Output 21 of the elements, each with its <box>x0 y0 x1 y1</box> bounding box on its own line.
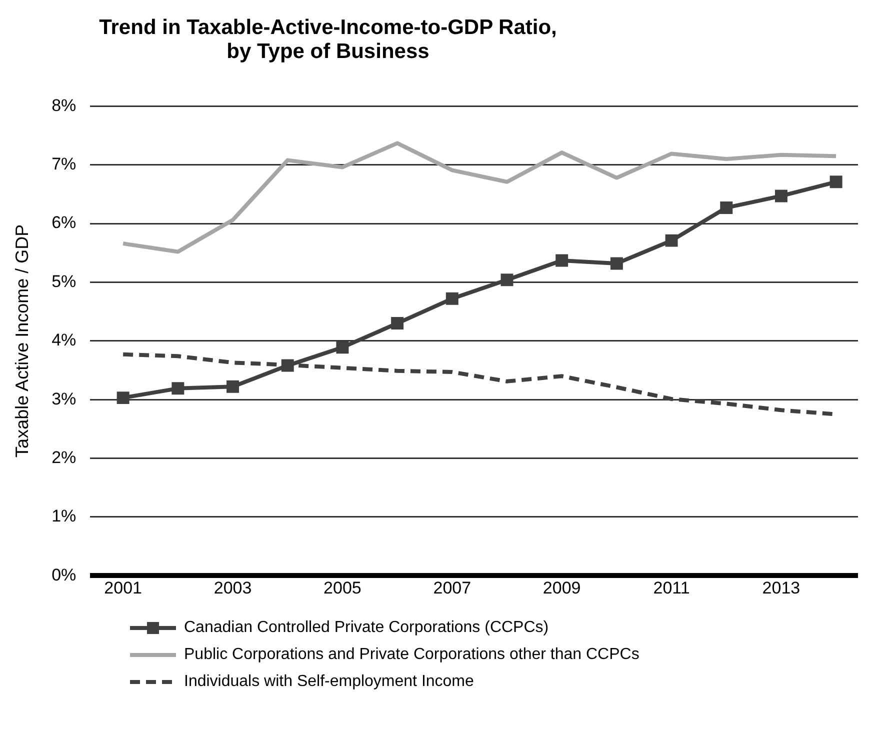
x-tick-label: 2007 <box>433 578 472 598</box>
y-tick-label: 1% <box>52 506 76 526</box>
legend-label: Individuals with Self-employment Income <box>184 672 474 690</box>
y-tick-label: 5% <box>52 272 76 291</box>
y-axis-title: Taxable Active Income / GDP <box>12 224 32 458</box>
x-tick-label: 2005 <box>324 578 362 598</box>
x-tick-label: 2011 <box>653 578 690 598</box>
x-tick-label: 2001 <box>104 578 142 598</box>
y-tick-label: 4% <box>52 330 76 350</box>
chart-title: Trend in Taxable-Active-Income-to-GDP Ratio, by Type of Business <box>98 16 558 64</box>
y-tick-label: 0% <box>52 565 76 584</box>
y-tick-label: 2% <box>52 448 76 467</box>
x-tick-label: 2013 <box>762 578 800 598</box>
y-tick-label: 3% <box>52 389 76 408</box>
x-tick-label: 2003 <box>214 578 252 598</box>
legend-label: Canadian Controlled Private Corporations (CCPCs) <box>184 618 549 636</box>
x-tick-label: 2009 <box>542 578 581 598</box>
y-tick-label: 7% <box>52 154 76 174</box>
y-tick-label: 8% <box>52 96 76 115</box>
y-tick-label: 6% <box>52 213 76 232</box>
legend-label: Public Corporations and Private Corporations other than CCPCs <box>184 646 640 664</box>
